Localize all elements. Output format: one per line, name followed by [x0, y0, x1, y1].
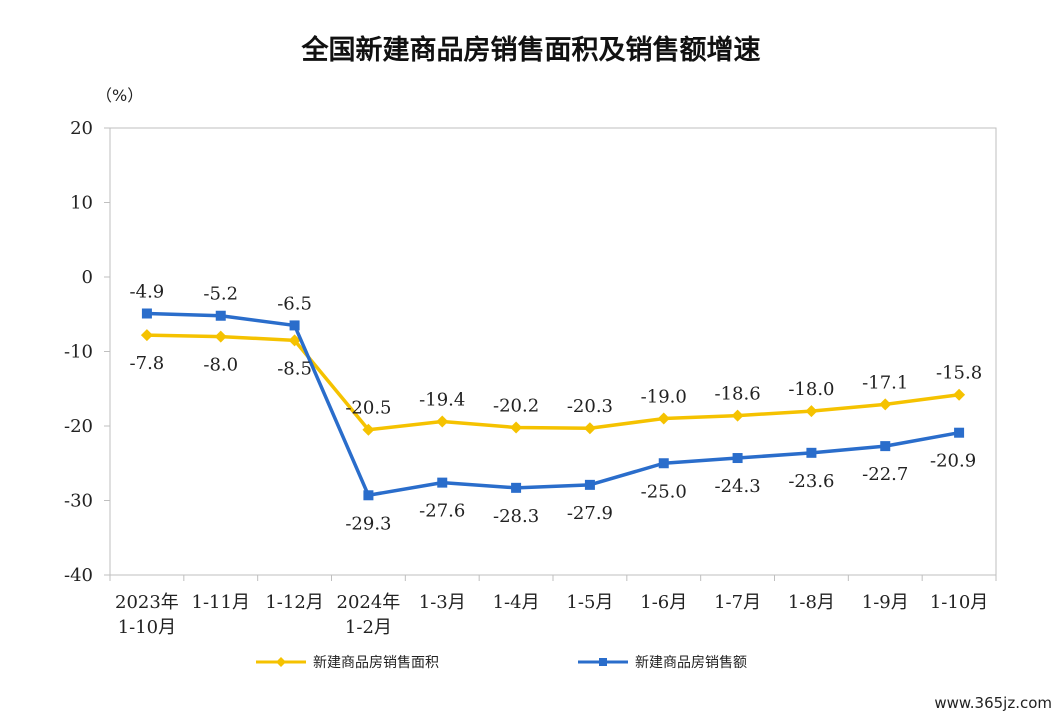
x-tick-label: 1-4月 [493, 592, 540, 613]
data-point-marker [362, 423, 375, 436]
data-label: -25.0 [641, 481, 687, 502]
data-point-marker [658, 458, 669, 469]
data-label: -15.8 [936, 363, 982, 384]
chart-title: 全国新建商品房销售面积及销售额增速 [301, 35, 761, 66]
data-label: -23.6 [788, 471, 834, 492]
data-point-marker [437, 477, 448, 488]
data-label: -19.0 [641, 387, 687, 408]
legend-label: 新建商品房销售面积 [313, 655, 439, 671]
data-point-marker [436, 415, 449, 428]
data-point-marker [510, 421, 523, 434]
data-label: -8.0 [203, 355, 238, 376]
data-label: -18.6 [714, 384, 760, 405]
watermark-text: www.365jz.com [934, 694, 1052, 712]
x-tick-label: 1-2月 [345, 617, 392, 638]
data-label: -27.9 [567, 503, 613, 524]
data-label: -29.3 [345, 513, 391, 534]
data-point-marker [731, 409, 744, 422]
y-tick-label: 10 [70, 193, 93, 214]
series-line-2 [146, 311, 960, 498]
x-tick-label: 1-12月 [265, 592, 323, 613]
x-tick-label: 1-5月 [566, 592, 613, 613]
y-tick-label: -20 [64, 416, 93, 437]
data-point-marker [288, 334, 301, 347]
data-label: -20.2 [493, 395, 539, 416]
data-label: -4.9 [130, 282, 165, 303]
data-label: -20.9 [930, 451, 976, 472]
data-point-marker [954, 427, 965, 438]
data-point-marker [140, 329, 153, 342]
plot-frame [109, 127, 997, 576]
data-label: -18.0 [788, 379, 834, 400]
x-tick-label: 1-10月 [930, 592, 988, 613]
data-label: -20.3 [567, 396, 613, 417]
x-tick-label: 1-10月 [118, 617, 176, 638]
data-point-marker [584, 479, 595, 490]
legend-label: 新建商品房销售额 [635, 655, 747, 671]
data-point-marker [583, 422, 596, 435]
data-label: -5.2 [203, 284, 238, 305]
y-tick-label: -10 [64, 342, 93, 363]
data-point-marker [806, 447, 817, 458]
data-label: -20.5 [345, 398, 391, 419]
x-tick-label: 1-6月 [640, 592, 687, 613]
y-unit-label: （%） [96, 86, 143, 105]
data-label: -19.4 [419, 390, 465, 411]
data-label: -27.6 [419, 501, 465, 522]
data-label: -7.8 [130, 353, 165, 374]
x-tick-label: 1-7月 [714, 592, 761, 613]
data-label: -28.3 [493, 506, 539, 527]
data-point-marker [880, 441, 891, 452]
data-point-marker [214, 330, 227, 343]
y-tick-label: 0 [82, 267, 93, 288]
data-point-marker [805, 405, 818, 418]
data-label: -8.5 [277, 358, 312, 379]
data-point-marker [879, 398, 892, 411]
y-tick-label: -30 [64, 491, 93, 512]
data-point-marker [215, 310, 226, 321]
x-tick-label: 1-8月 [788, 592, 835, 613]
x-tick-label: 1-11月 [192, 592, 250, 613]
x-tick-label: 1-9月 [862, 592, 909, 613]
legend-marker [276, 657, 286, 667]
x-tick-label: 1-3月 [419, 592, 466, 613]
data-label: -24.3 [714, 476, 760, 497]
x-tick-label: 2024年 [337, 592, 401, 613]
y-tick-label: -40 [64, 565, 93, 586]
data-point-marker [289, 320, 300, 331]
data-point-marker [953, 388, 966, 401]
series-line-1 [146, 333, 960, 432]
legend-marker [599, 658, 607, 666]
data-point-marker [141, 308, 152, 319]
data-point-marker [511, 482, 522, 493]
x-tick-label: 2023年 [115, 592, 179, 613]
data-point-marker [657, 412, 670, 425]
y-tick-label: 20 [70, 118, 93, 139]
data-point-marker [732, 453, 743, 464]
data-label: -22.7 [862, 464, 908, 485]
data-label: -6.5 [277, 293, 312, 314]
data-point-marker [363, 490, 374, 501]
data-label: -17.1 [862, 372, 908, 393]
